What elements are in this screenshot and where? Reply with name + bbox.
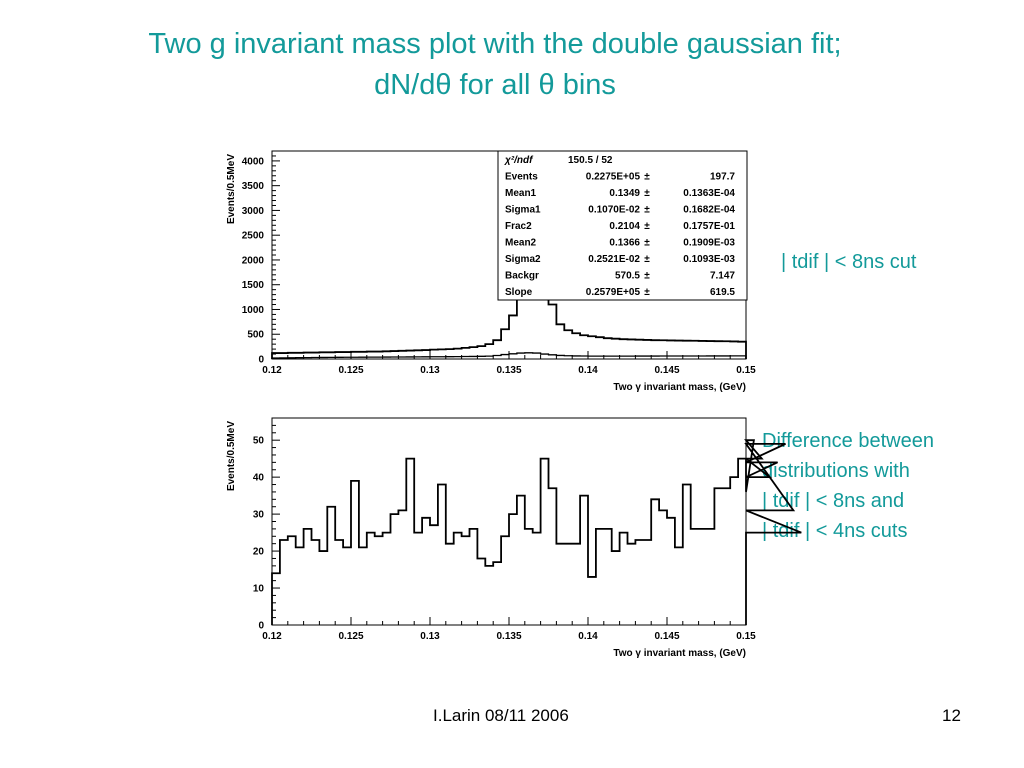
stats-row-pm: ± — [644, 271, 650, 282]
y-tick-label: 0 — [258, 621, 264, 632]
stats-row-error: 0.1909E-03 — [683, 238, 735, 249]
stats-row-value: 0.1349 — [609, 188, 640, 199]
stats-row-label: Sigma1 — [505, 205, 541, 216]
note-line-1: Difference between — [762, 430, 934, 452]
x-axis-title: Two γ invariant mass, (GeV) — [613, 382, 746, 393]
y-tick-label: 10 — [253, 584, 265, 595]
y-tick-label: 50 — [253, 436, 265, 447]
stats-row-label: Mean2 — [505, 238, 537, 249]
stats-row-label: Events — [505, 172, 538, 183]
stats-row-label: Sigma2 — [505, 254, 541, 265]
difference-histogram: 0.12 0.125 0.13 0.135 0.14 0.145 0.15 0 10 20 30 40… — [226, 417, 802, 659]
y-tick-label: 500 — [247, 330, 264, 341]
slide-title-line-2: dN/dθ for all θ bins — [374, 69, 616, 101]
stats-row-pm: ± — [644, 221, 650, 232]
x-tick-label: 0.13 — [420, 631, 440, 642]
y-tick-label: 1000 — [242, 305, 265, 316]
x-tick-label: 0.15 — [736, 631, 756, 642]
footer-author-date: I.Larin 08/11 2006 — [433, 706, 569, 725]
y-tick-label: 3000 — [242, 206, 265, 217]
y-axis-title: Events/0.5MeV — [226, 421, 237, 491]
x-tick-label: 0.12 — [262, 631, 282, 642]
x-tick-label: 0.15 — [736, 365, 756, 376]
y-tick-label: 4000 — [242, 156, 265, 167]
stats-row-error: 0.1093E-03 — [683, 254, 735, 265]
stats-row-value: 570.5 — [615, 271, 640, 282]
fit-stats-box — [497, 150, 748, 301]
stats-row-label: χ²/ndf — [504, 155, 534, 166]
stats-row-error: 0.1757E-01 — [683, 221, 735, 232]
stats-row-error: 619.5 — [710, 287, 735, 298]
x-axis-title: Two γ invariant mass, (GeV) — [613, 648, 746, 659]
y-tick-label: 20 — [253, 547, 265, 558]
note-line-3: | tdif | < 8ns and — [762, 490, 905, 512]
page-number: 12 — [942, 706, 961, 725]
invariant-mass-histogram: 0.12 0.125 0.13 0.135 0.14 0.145 0.15 0 500 1000 1… — [226, 150, 756, 393]
stats-row-label: Frac2 — [505, 221, 532, 232]
x-tick-label: 0.14 — [578, 631, 598, 642]
stats-row-value: 0.2579E+05 — [586, 287, 641, 298]
stats-row-pm: ± — [644, 172, 650, 183]
x-tick-label: 0.135 — [496, 631, 521, 642]
note-line-4: | tdif | < 4ns cuts — [762, 520, 908, 542]
histogram-series-2 — [271, 352, 747, 359]
note-difference-description: Difference between distributions with | … — [762, 426, 934, 546]
note-tdif-8ns-cut: | tdif | < 8ns cut — [781, 251, 917, 273]
stats-row-pm: ± — [644, 205, 650, 216]
x-tick-label: 0.13 — [420, 365, 440, 376]
x-tick-label: 0.145 — [654, 631, 679, 642]
y-tick-label: 30 — [253, 510, 265, 521]
stats-row-value: 0.1070E-02 — [588, 205, 640, 216]
x-tick-label: 0.14 — [578, 365, 598, 376]
slide-title-line-1: Two g invariant mass plot with the doubl… — [148, 28, 842, 60]
y-tick-label: 40 — [253, 473, 265, 484]
y-tick-label: 1500 — [242, 280, 265, 291]
x-tick-label: 0.125 — [338, 631, 363, 642]
stats-row-label: Slope — [505, 287, 533, 298]
note-line-2: distributions with — [762, 460, 910, 482]
stats-row-pm: ± — [644, 188, 650, 199]
stats-row-value: 0.2104 — [609, 221, 640, 232]
y-tick-label: 3500 — [242, 181, 265, 192]
stats-row-error: 197.7 — [710, 172, 735, 183]
stats-row-pm: ± — [644, 287, 650, 298]
stats-row-error: 7.147 — [710, 271, 735, 282]
stats-row-pm: ± — [644, 254, 650, 265]
stats-row-value: 0.2521E-02 — [588, 254, 640, 265]
stats-row-value: 150.5 / 52 — [568, 155, 613, 166]
stats-row-value: 0.2275E+05 — [586, 172, 641, 183]
x-tick-label: 0.135 — [496, 365, 521, 376]
stats-row-error: 0.1363E-04 — [683, 188, 735, 199]
y-tick-label: 0 — [258, 355, 264, 366]
stats-row-error: 0.1682E-04 — [683, 205, 735, 216]
x-tick-label: 0.12 — [262, 365, 282, 376]
y-axis-title: Events/0.5MeV — [226, 154, 237, 224]
y-tick-label: 2000 — [242, 255, 265, 266]
stats-row-label: Mean1 — [505, 188, 537, 199]
x-tick-label: 0.125 — [338, 365, 363, 376]
histogram-series-1 — [271, 439, 802, 625]
stats-row-value: 0.1366 — [609, 238, 640, 249]
y-tick-label: 2500 — [242, 231, 265, 242]
x-tick-label: 0.145 — [654, 365, 679, 376]
stats-row-pm: ± — [644, 238, 650, 249]
stats-row-label: Backgr — [505, 271, 539, 282]
